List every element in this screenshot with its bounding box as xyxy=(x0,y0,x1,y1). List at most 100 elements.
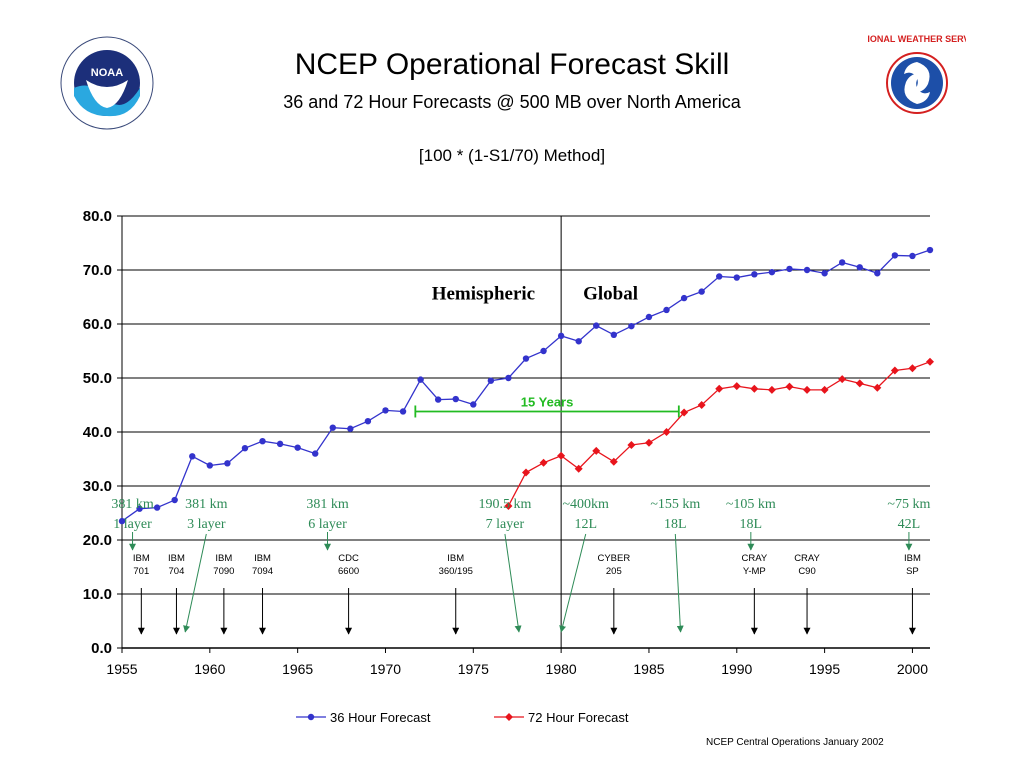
data-point-36h xyxy=(891,252,899,259)
y-tick-label: 0.0 xyxy=(91,640,112,657)
data-point-36h xyxy=(751,271,758,278)
data-point-36h xyxy=(241,445,249,452)
resolution-label-line2: 18L xyxy=(740,517,763,532)
resolution-label-line2: 42L xyxy=(898,517,921,532)
computer-label-line2: 701 xyxy=(133,566,149,577)
resolution-label-line2: 18L xyxy=(664,517,687,532)
x-tick-label: 1975 xyxy=(458,661,489,677)
computer-label-line1: CRAY xyxy=(741,553,767,564)
computer-label-line1: IBM xyxy=(904,553,921,564)
legend-label-36h: 36 Hour Forecast xyxy=(330,710,431,725)
data-point-36h xyxy=(610,331,618,338)
resolution-label-line1: ~155 km xyxy=(650,497,700,512)
data-point-36h xyxy=(733,274,740,281)
resolution-label-line2: 1 layer xyxy=(113,517,152,532)
computer-label-line1: IBM xyxy=(168,553,185,564)
data-point-36h xyxy=(276,440,284,448)
resolution-label-line2: 12L xyxy=(574,517,597,532)
computer-label-line2: 360/195 xyxy=(439,566,473,577)
resolution-label-line2: 6 layer xyxy=(308,517,347,532)
data-point-36h xyxy=(821,270,828,277)
computer-label-line2: 6600 xyxy=(338,566,359,577)
x-tick-label: 2000 xyxy=(897,661,928,677)
y-tick-label: 40.0 xyxy=(83,424,112,441)
data-point-36h xyxy=(505,374,512,382)
data-point-72h xyxy=(767,385,776,394)
y-tick-label: 30.0 xyxy=(83,478,112,495)
data-point-36h xyxy=(259,437,266,445)
data-point-72h xyxy=(803,385,812,394)
data-point-72h xyxy=(715,384,724,393)
data-point-36h xyxy=(487,377,495,384)
data-point-36h xyxy=(698,288,705,295)
data-point-36h xyxy=(926,246,934,254)
data-point-36h xyxy=(786,265,793,273)
data-point-36h xyxy=(663,306,670,314)
data-point-72h xyxy=(609,457,618,466)
data-point-36h xyxy=(329,424,336,431)
computer-label-line2: 704 xyxy=(169,566,185,577)
x-tick-label: 1980 xyxy=(546,661,577,677)
nws-logo-text: NATIONAL WEATHER SERVICE xyxy=(868,34,966,44)
resolution-label-line1: 381 km xyxy=(185,497,228,512)
data-point-36h xyxy=(645,313,653,321)
data-point-72h xyxy=(504,501,513,510)
data-point-36h xyxy=(452,395,459,403)
resolution-label-line1: ~75 km xyxy=(887,497,930,512)
data-point-36h xyxy=(434,396,442,403)
data-point-36h xyxy=(557,332,565,340)
data-point-72h xyxy=(522,468,530,477)
x-tick-label: 1955 xyxy=(106,661,137,677)
data-point-72h xyxy=(539,458,548,467)
legend-marker-36h xyxy=(307,713,315,721)
resolution-arrow xyxy=(559,533,587,633)
resolution-arrow xyxy=(504,533,522,633)
data-point-36h xyxy=(347,425,354,432)
data-point-72h xyxy=(890,366,899,375)
data-point-72h xyxy=(662,428,671,436)
data-point-72h xyxy=(820,385,829,394)
computer-label-line1: CYBER xyxy=(597,553,630,564)
data-point-36h xyxy=(628,322,635,330)
y-tick-label: 20.0 xyxy=(83,532,112,549)
computer-label-line1: IBM xyxy=(447,553,464,564)
y-tick-label: 70.0 xyxy=(83,262,112,279)
resolution-arrow xyxy=(183,533,207,633)
resolution-label-line1: 381 km xyxy=(306,497,349,512)
x-tick-label: 1960 xyxy=(194,661,225,677)
data-point-36h xyxy=(874,270,881,277)
y-tick-label: 80.0 xyxy=(83,208,112,225)
noaa-logo-text: NOAA xyxy=(91,67,123,79)
data-point-72h xyxy=(592,446,601,455)
data-point-36h xyxy=(470,401,477,408)
chart-subtitle: 36 and 72 Hour Forecasts @ 500 MB over N… xyxy=(283,92,741,112)
data-point-72h xyxy=(785,382,794,391)
y-tick-label: 10.0 xyxy=(83,586,112,603)
x-tick-label: 1995 xyxy=(809,661,840,677)
data-point-72h xyxy=(908,364,917,373)
computer-label-line2: C90 xyxy=(798,566,815,577)
data-point-72h xyxy=(574,464,583,473)
data-point-72h xyxy=(855,379,864,388)
resolution-label-line2: 7 layer xyxy=(486,517,525,532)
data-point-36h xyxy=(856,264,863,271)
data-point-72h xyxy=(627,440,636,449)
era-label-hemispheric: Hemispheric xyxy=(432,284,535,305)
data-point-36h xyxy=(206,462,214,469)
computer-label-line1: IBM xyxy=(215,553,232,564)
data-point-36h xyxy=(768,268,776,276)
data-point-36h xyxy=(593,322,600,329)
x-tick-label: 1965 xyxy=(282,661,313,677)
data-point-36h xyxy=(171,496,178,504)
computer-label-line1: CRAY xyxy=(794,553,820,564)
computer-label-line2: SP xyxy=(906,566,919,577)
computer-label-line2: Y-MP xyxy=(743,566,766,577)
resolution-label-line1: ~400km xyxy=(562,497,609,512)
data-point-36h xyxy=(680,294,688,302)
data-point-72h xyxy=(750,384,759,393)
data-point-36h xyxy=(364,418,372,425)
data-point-36h xyxy=(716,273,723,280)
credit-text: NCEP Central Operations January 2002 xyxy=(706,737,884,748)
legend-marker-72h xyxy=(505,713,513,721)
